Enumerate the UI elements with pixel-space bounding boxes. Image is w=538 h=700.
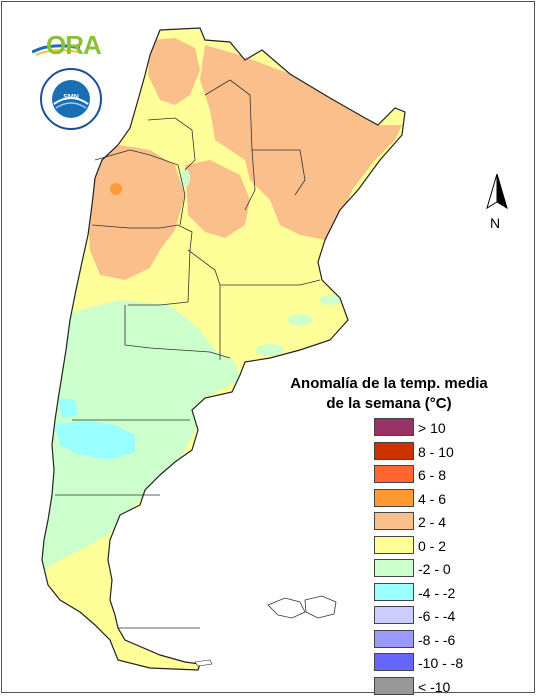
legend-swatch [374, 535, 414, 554]
legend-swatch [374, 512, 414, 530]
legend-label: < -10 [418, 678, 451, 695]
country-outline [41, 27, 406, 671]
zone-cold-patch-2 [58, 398, 78, 418]
legend-title-line2: de la semana (°C) [326, 395, 452, 412]
legend-label: 8 - 10 [418, 443, 454, 460]
zone-warm-northeast [200, 45, 402, 240]
legend-label: 2 - 4 [418, 514, 447, 530]
legend-label: -6 - -4 [418, 608, 456, 624]
legend-label: -10 - -8 [418, 655, 464, 671]
zone-hot-spot [110, 183, 122, 195]
malvinas-islands [267, 595, 337, 619]
legend-swatch [374, 582, 414, 601]
legend-swatch [374, 653, 414, 671]
legend-swatch [374, 441, 414, 460]
zone-warm-center [185, 160, 250, 238]
smn-seal-icon: SMN [40, 68, 102, 130]
small-island [194, 659, 213, 667]
legend-swatch [374, 418, 414, 436]
ora-logo-text: ORA [46, 30, 102, 60]
legend-swatch [374, 559, 414, 577]
legend-label: -2 - 0 [418, 561, 451, 577]
zone-cool-spot-north [180, 169, 190, 187]
zone-cold-patch-1 [55, 420, 135, 460]
zone-warm-top [148, 38, 200, 105]
zone-cool-spot-se [320, 295, 340, 305]
legend-swatch [374, 676, 414, 695]
legend-label: 6 - 8 [418, 467, 447, 483]
legend: Anomalía de la temp. media de la semana … [290, 374, 490, 695]
legend-swatch [374, 488, 414, 507]
seal-center-text: SMN [63, 94, 79, 101]
legend-label: 0 - 2 [418, 537, 447, 554]
north-label: N [490, 215, 500, 231]
legend-label: -8 - -6 [418, 631, 456, 648]
ora-logo: ORA [32, 30, 104, 60]
zone-cool-spot-coast [256, 344, 284, 356]
legend-label: -4 - -2 [418, 584, 456, 601]
legend-swatch [374, 629, 414, 648]
province-borders [55, 79, 321, 629]
legend-swatch [374, 606, 414, 624]
legend-label: > 10 [418, 420, 446, 436]
legend-swatch [374, 465, 414, 483]
zone-cool-spot-east [288, 314, 312, 326]
zone-warm-northwest [88, 145, 185, 280]
north-arrow-icon: N [486, 173, 508, 231]
legend-label: 4 - 6 [418, 490, 447, 507]
legend-title-line1: Anomalía de la temp. media [290, 375, 488, 392]
swoosh-icon [32, 44, 81, 56]
